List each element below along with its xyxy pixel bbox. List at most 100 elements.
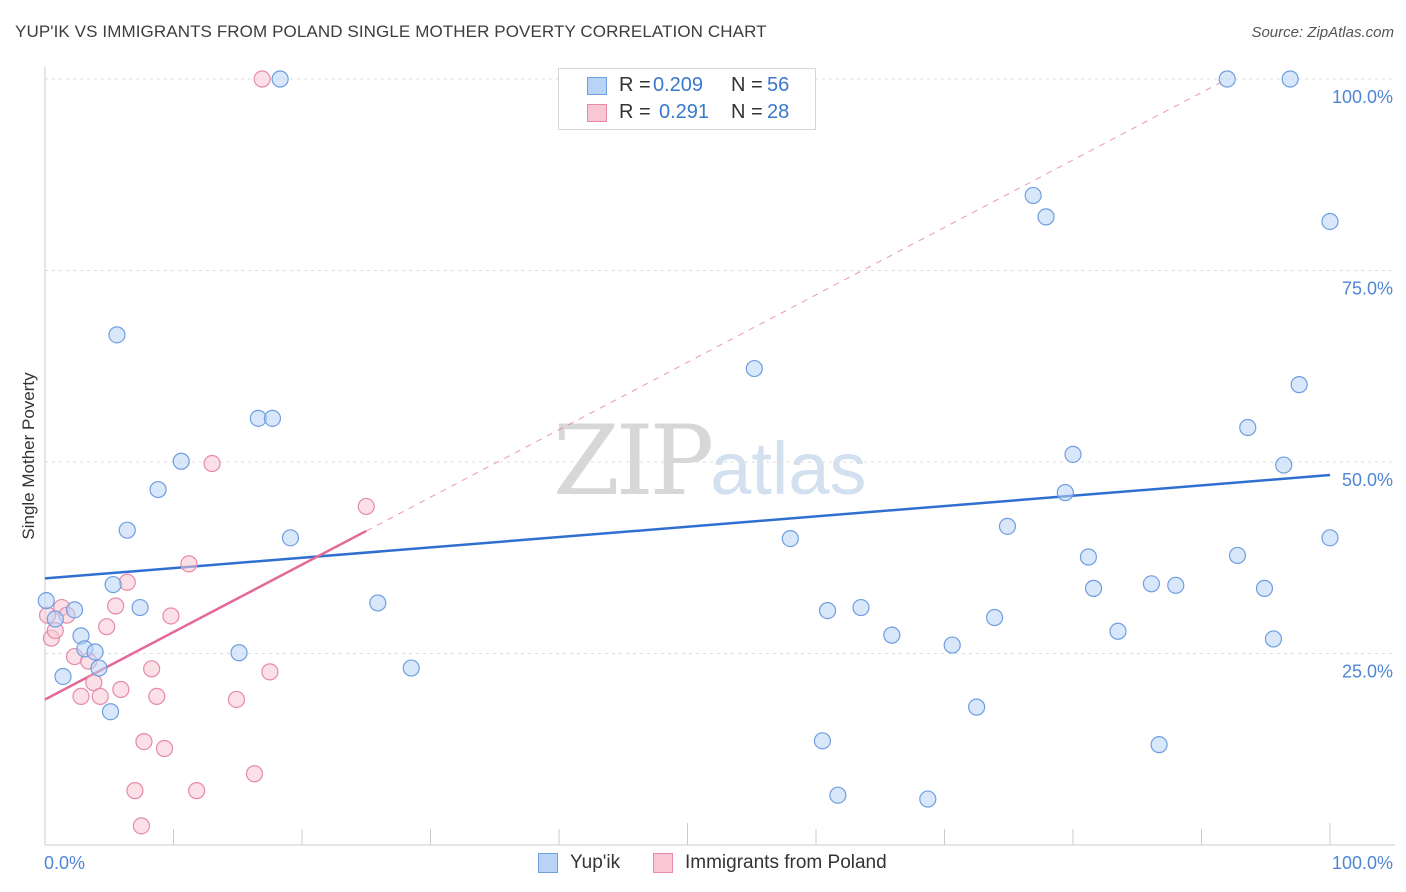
point-yupik bbox=[90, 659, 108, 677]
point-yupik bbox=[1064, 445, 1082, 463]
point-yupik bbox=[118, 521, 136, 539]
point-yupik bbox=[1281, 70, 1299, 88]
point-poland bbox=[148, 687, 166, 705]
point-yupik bbox=[1056, 484, 1074, 502]
point-yupik bbox=[1109, 622, 1127, 640]
point-yupik bbox=[1275, 456, 1293, 474]
tick-labels: 25.0% 50.0% 75.0% 100.0% 0.0% 100.0% bbox=[44, 87, 1393, 873]
y-tick-label: 50.0% bbox=[1342, 470, 1393, 490]
source-label: Source: ZipAtlas.com bbox=[1251, 24, 1394, 41]
point-yupik bbox=[1255, 579, 1274, 597]
point-poland bbox=[107, 597, 125, 615]
watermark-zip: ZIP bbox=[553, 405, 714, 517]
point-yupik bbox=[1024, 186, 1042, 205]
point-yupik bbox=[998, 517, 1017, 535]
point-poland bbox=[72, 687, 90, 705]
trendlines bbox=[44, 78, 1331, 701]
x-tick-label: 0.0% bbox=[44, 853, 85, 873]
watermark: ZIPatlas bbox=[553, 405, 867, 517]
point-poland bbox=[118, 573, 136, 591]
point-yupik bbox=[263, 409, 282, 427]
point-yupik bbox=[37, 592, 55, 610]
trendline-yupik bbox=[44, 473, 1331, 580]
point-yupik bbox=[108, 326, 126, 344]
point-poland bbox=[155, 739, 174, 758]
point-yupik bbox=[1142, 575, 1160, 593]
legend-r-value: 0.209 bbox=[653, 74, 704, 96]
y-tick-label: 100.0% bbox=[1332, 87, 1393, 107]
y-tick-label: 25.0% bbox=[1342, 662, 1393, 682]
point-yupik bbox=[1150, 736, 1168, 754]
x-tick-label: 100.0% bbox=[1332, 853, 1393, 873]
bottom-legend-label: Immigrants from Poland bbox=[685, 852, 887, 873]
point-poland bbox=[126, 782, 144, 800]
point-yupik bbox=[1218, 70, 1236, 88]
point-poland bbox=[188, 782, 206, 800]
legend-r-label: R = bbox=[619, 101, 651, 123]
y-tick-label: 75.0% bbox=[1342, 279, 1393, 299]
point-yupik bbox=[1084, 579, 1103, 597]
point-poland bbox=[227, 690, 246, 709]
point-yupik bbox=[369, 594, 387, 612]
axes bbox=[44, 67, 1395, 846]
point-poland bbox=[261, 663, 279, 681]
watermark-atlas: atlas bbox=[710, 427, 867, 510]
legend-n-value: 56 bbox=[767, 74, 790, 96]
point-poland bbox=[91, 687, 109, 705]
point-yupik bbox=[46, 610, 64, 628]
point-yupik bbox=[1239, 418, 1257, 437]
bottom-legend-swatch-blue bbox=[538, 853, 558, 873]
point-yupik bbox=[1264, 630, 1283, 648]
point-poland bbox=[132, 817, 150, 835]
point-poland bbox=[245, 765, 264, 783]
point-yupik bbox=[818, 602, 837, 620]
point-poland bbox=[162, 607, 180, 625]
point-yupik bbox=[1321, 212, 1339, 231]
point-poland bbox=[98, 618, 116, 636]
point-poland bbox=[135, 732, 153, 751]
point-yupik bbox=[402, 659, 420, 677]
point-poland bbox=[203, 454, 221, 473]
point-poland bbox=[357, 497, 375, 516]
point-yupik bbox=[104, 575, 122, 594]
legend-swatch-blue bbox=[587, 77, 607, 95]
legend-n-label: N = bbox=[731, 74, 763, 96]
point-yupik bbox=[230, 644, 248, 662]
point-yupik bbox=[54, 667, 72, 686]
point-yupik bbox=[1079, 548, 1098, 566]
point-yupik bbox=[1167, 576, 1185, 594]
point-yupik bbox=[65, 601, 84, 619]
point-yupik bbox=[86, 643, 104, 661]
point-yupik bbox=[829, 786, 847, 804]
legend-n-label: N = bbox=[731, 101, 763, 123]
point-yupik bbox=[852, 598, 870, 617]
legend-n-value: 28 bbox=[767, 101, 790, 123]
point-yupik bbox=[781, 529, 799, 548]
point-poland bbox=[143, 660, 161, 678]
point-yupik bbox=[883, 626, 901, 644]
point-yupik bbox=[986, 608, 1004, 627]
point-yupik bbox=[1228, 546, 1247, 565]
point-yupik bbox=[813, 732, 832, 750]
point-yupik bbox=[1037, 208, 1055, 226]
correlation-legend: R = 0.209 N = 56 R = 0.291 N = 28 bbox=[558, 68, 816, 130]
chart-title: YUP'IK VS IMMIGRANTS FROM POLAND SINGLE … bbox=[15, 22, 767, 41]
legend-r-label: R = bbox=[619, 74, 651, 96]
legend-r-value: 0.291 bbox=[659, 101, 710, 123]
bottom-legend-swatch-pink bbox=[653, 853, 673, 873]
point-yupik bbox=[131, 598, 149, 617]
point-yupik bbox=[919, 790, 937, 808]
point-poland bbox=[253, 70, 271, 88]
point-yupik bbox=[101, 703, 120, 721]
point-yupik bbox=[943, 636, 961, 654]
point-poland bbox=[180, 555, 198, 573]
point-yupik bbox=[745, 359, 763, 378]
grid bbox=[45, 78, 1395, 654]
point-yupik bbox=[968, 698, 986, 716]
point-yupik bbox=[271, 70, 289, 88]
trendline-poland bbox=[366, 78, 1228, 532]
bottom-legend-label: Yup'ik bbox=[570, 852, 621, 873]
y-axis-label: Single Mother Poverty bbox=[19, 372, 38, 540]
point-yupik bbox=[1290, 376, 1308, 394]
